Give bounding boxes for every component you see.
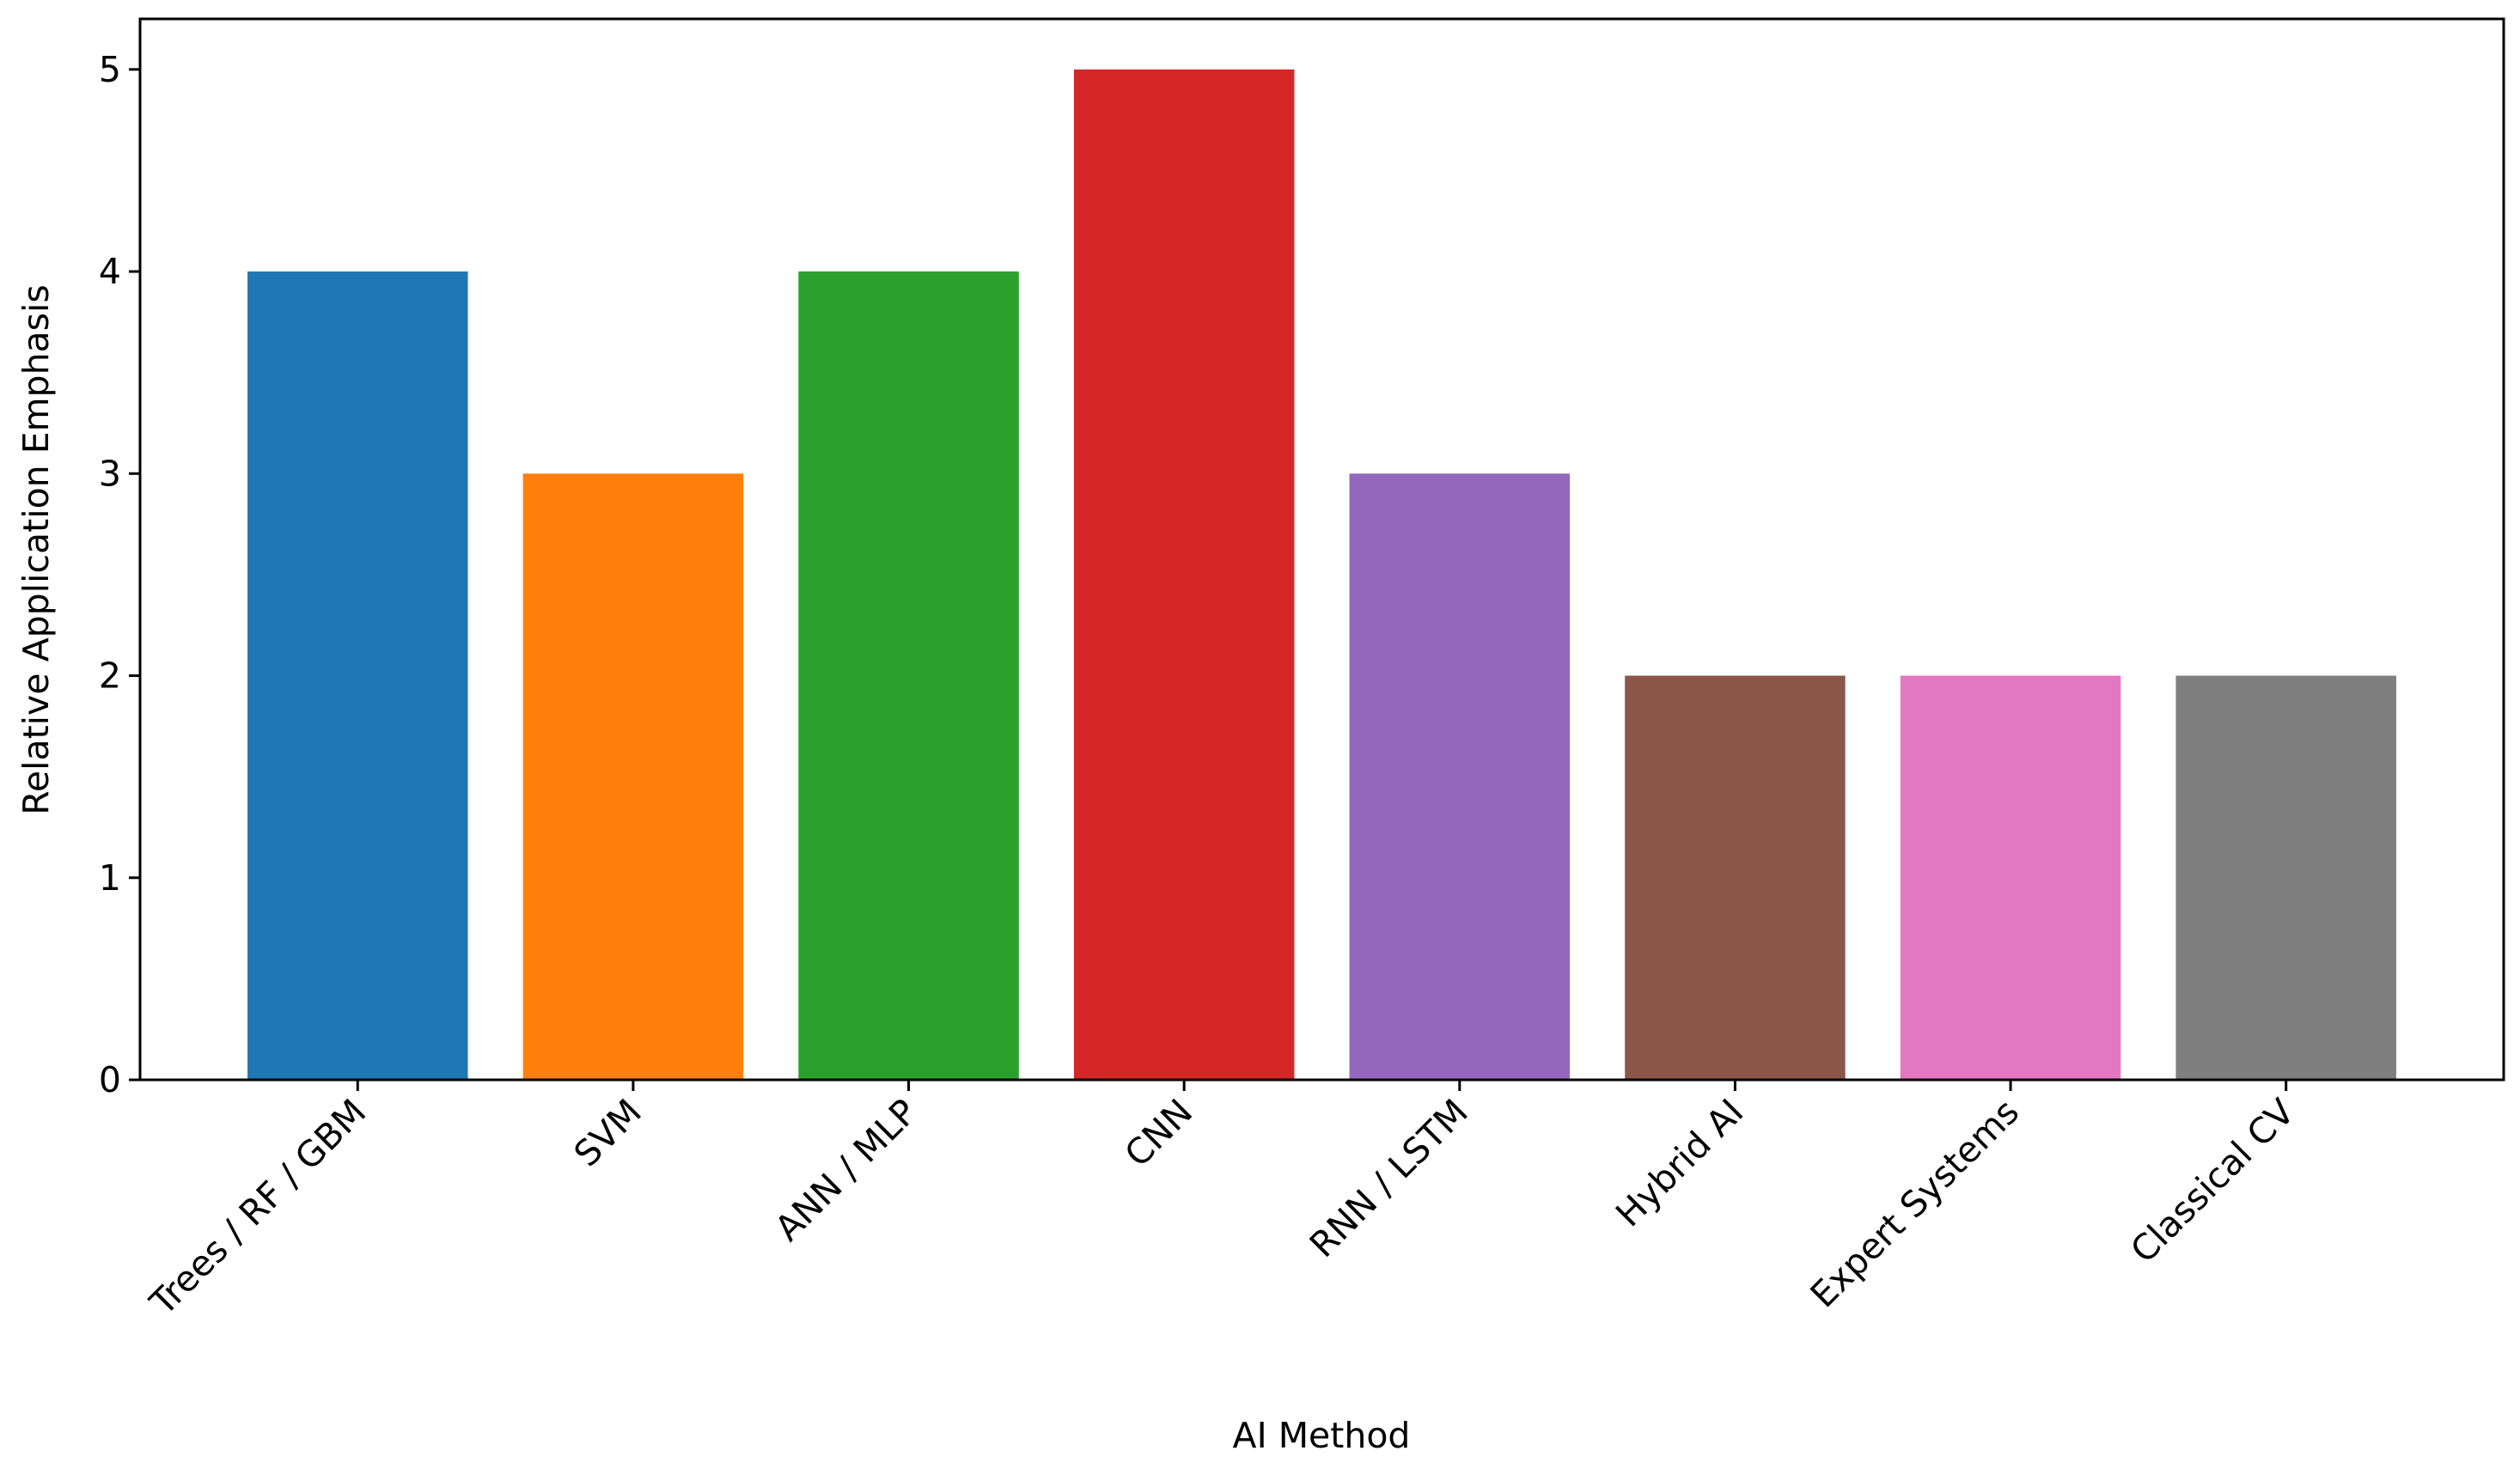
x-tick-label: CNN <box>1117 1091 1201 1175</box>
x-tick-label: Classical CV <box>2122 1091 2302 1271</box>
bar <box>798 271 1019 1080</box>
x-tick-label: ANN / MLP <box>767 1091 925 1249</box>
bar <box>1900 675 2121 1080</box>
x-tick-label: Expert Systems <box>1803 1091 2027 1315</box>
bar <box>1073 69 1295 1080</box>
bar <box>1625 675 1846 1080</box>
x-tick-label: Hybrid AI <box>1608 1091 1751 1234</box>
y-tick-label: 1 <box>99 857 121 899</box>
x-tick-label: RNN / LSTM <box>1302 1091 1476 1265</box>
bar <box>522 473 744 1080</box>
plot-frame <box>138 17 2505 1082</box>
bar <box>1349 473 1571 1080</box>
bar <box>2175 675 2396 1080</box>
y-tick-label: 3 <box>99 453 121 494</box>
y-tick-label: 4 <box>99 251 121 292</box>
x-axis-title: AI Method <box>1233 1415 1411 1456</box>
y-axis-title: Relative Application Emphasis <box>15 284 57 815</box>
x-tick-label: Trees / RF / GBM <box>142 1091 375 1324</box>
y-tick-label: 2 <box>99 655 121 697</box>
bar <box>247 271 468 1080</box>
y-tick-label: 0 <box>99 1059 121 1100</box>
x-tick-label: SVM <box>566 1091 650 1174</box>
y-tick-label: 5 <box>99 49 121 90</box>
